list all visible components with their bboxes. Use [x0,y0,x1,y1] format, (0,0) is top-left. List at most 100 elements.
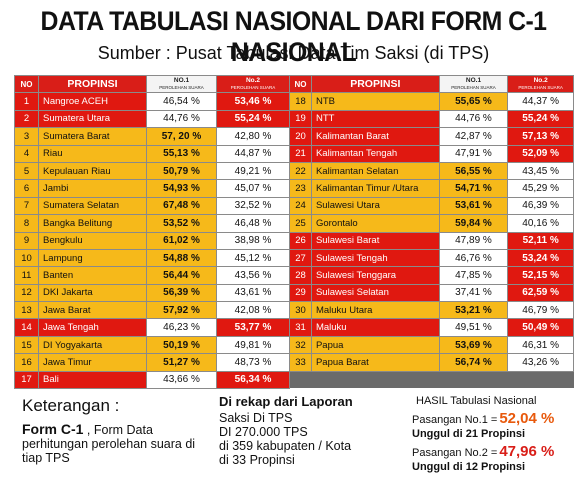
recap-line: di 33 Propinsi [219,453,295,467]
row-number: 24 [289,196,312,216]
pair2-percent: 62,59 % [507,283,574,303]
pair1-percent: 51,27 % [146,353,217,372]
pair2-percent: 55,24 % [216,109,290,129]
results-tables: NO PROPINSI NO.1 PEROLEHAN SUARA No.2 PERO… [14,74,574,390]
pair1-percent: 47,91 % [438,144,509,163]
pair2-percent: 53,77 % [216,318,290,337]
table-row: 33 Papua Barat 56,74 % 43,26 % [289,353,574,372]
pair1-percent: 44,76 % [438,109,509,129]
recap-line: di 359 kabupaten / Kota [219,439,352,453]
legend-heading: Keterangan : [22,396,120,415]
pair2-percent: 45,07 % [216,179,290,198]
table-row: 24 Sulawesi Utara 53,61 % 46,39 % [289,196,574,216]
row-number: 27 [289,248,312,268]
pair1-percent: 46,23 % [146,318,217,337]
table-row: 19 NTT 44,76 % 55,24 % [289,109,574,129]
province-name: Papua [310,335,440,355]
row-number: 8 [14,214,39,233]
province-name: Jawa Tengah [38,318,147,337]
row-number: 26 [289,231,312,250]
province-name: Sulawesi Barat [310,231,440,250]
page-subtitle: Sumber : Pusat Tabulasi Data Tim Saksi (… [97,43,490,63]
row-number: 33 [289,353,312,372]
pair1-percent: 53,52 % [146,214,217,233]
province-name: Sulawesi Utara [310,196,440,216]
pair2-percent: 43,45 % [507,161,574,181]
table-row: 16 Jawa Timur 51,27 % 48,73 % [14,353,290,372]
province-name: Sumatera Barat [38,127,147,146]
row-number: 29 [289,283,312,303]
row-number: 20 [289,127,312,146]
table-row: 23 Kalimantan Timur /Utara 54,71 % 45,29 % [289,179,574,198]
pair2-percent: 42,08 % [216,301,290,320]
province-name: DKI Jakarta [38,283,147,303]
table-row: 10 Lampung 54,88 % 45,12 % [14,248,290,268]
pair1-percent: 53,69 % [438,335,509,355]
pair1-percent: 59,84 % [438,214,509,233]
province-name: Bangka Belitung [38,214,147,233]
pair1-percent: 54,93 % [146,179,217,198]
col-header-no1: NO.1 PEROLEHAN SUARA [438,74,509,94]
pair1-percent: 44,76 % [146,109,217,129]
province-name: Jawa Timur [38,353,147,372]
result-pair1: Pasangan No.1 = 52,04 % [412,410,555,427]
table-row: 12 DKI Jakarta 56,39 % 43,61 % [14,283,290,303]
table-row: 28 Sulawesi Tenggara 47,85 % 52,15 % [289,266,574,285]
table-row: 9 Bengkulu 61,02 % 38,98 % [14,231,290,250]
pair2-percent: 46,31 % [507,335,574,355]
pair2-percent: 52,15 % [507,266,574,285]
pair1-percent: 55,13 % [146,144,217,163]
table-row: 31 Maluku 49,51 % 50,49 % [289,318,574,337]
pair2-percent: 53,46 % [216,92,290,111]
row-number: 13 [14,301,39,320]
row-number: 5 [14,161,39,181]
row-number: 19 [289,109,312,129]
table-row: 20 Kalimantan Barat 42,87 % 57,13 % [289,127,574,146]
result-heading: HASIL Tabulasi Nasional [416,395,537,407]
result-pair2-wins: Unggul di 12 Propinsi [412,461,526,473]
recap-info: Di rekap dari Laporan Saksi Di TPS DI 27… [219,395,409,468]
province-name: Kalimantan Selatan [310,161,440,181]
province-name: Kepulauan Riau [38,161,147,181]
pair2-percent: 42,80 % [216,127,290,146]
table-row: 7 Sumatera Selatan 67,48 % 32,52 % [14,196,290,216]
pair1-percent: 46,76 % [438,248,509,268]
province-name: Papua Barat [310,353,440,372]
province-name: NTB [310,92,440,111]
row-number: 30 [289,301,312,320]
province-name: Bali [38,370,147,390]
row-number: 21 [289,144,312,163]
table-row: 27 Sulawesi Tengah 46,76 % 53,24 % [289,248,574,268]
pair1-percent: 43,66 % [146,370,217,390]
pair2-percent: 48,73 % [216,353,290,372]
pair1-percent: 57,92 % [146,301,217,320]
col-header-no: NO [14,74,39,94]
pair1-percent: 49,51 % [438,318,509,337]
pair1-percent: 53,61 % [438,196,509,216]
pair2-percent: 32,52 % [216,196,290,216]
row-number: 23 [289,179,312,198]
table-row: 13 Jawa Barat 57,92 % 42,08 % [14,301,290,320]
province-name: DI Yogyakarta [38,335,147,355]
pair1-percent: 50,79 % [146,161,217,181]
pair2-percent: 49,81 % [216,335,290,355]
pair1-percent: 47,85 % [438,266,509,285]
province-name: Sulawesi Tenggara [310,266,440,285]
pair2-percent: 57,13 % [507,127,574,146]
table-row: 4 Riau 55,13 % 44,87 % [14,144,290,163]
table-row: 11 Banten 56,44 % 43,56 % [14,266,290,285]
row-number: 31 [289,318,312,337]
table-row: 8 Bangka Belitung 53,52 % 46,48 % [14,214,290,233]
row-number: 32 [289,335,312,355]
table-row: 18 NTB 55,65 % 44,37 % [289,92,574,111]
row-number: 12 [14,283,39,303]
pair1-percent: 56,44 % [146,266,217,285]
pair2-percent: 56,34 % [216,370,290,390]
province-name: NTT [310,109,440,129]
row-number: 11 [14,266,39,285]
province-name: Maluku Utara [310,301,440,320]
pair2-percent: 46,79 % [507,301,574,320]
province-name: Gorontalo [310,214,440,233]
row-number: 9 [14,231,39,250]
province-name: Jawa Barat [38,301,147,320]
